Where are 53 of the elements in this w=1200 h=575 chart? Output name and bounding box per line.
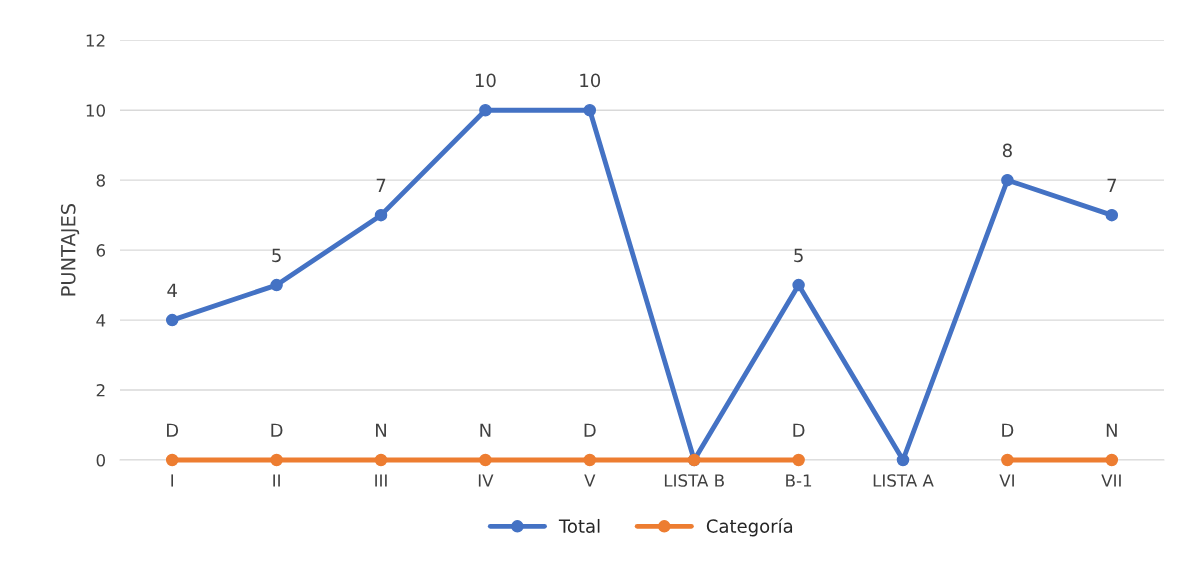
x-tick-label: V — [584, 474, 596, 487]
point — [1105, 208, 1119, 222]
data-label: 5 — [794, 248, 803, 263]
point — [270, 453, 283, 467]
data-label: D — [1002, 423, 1014, 437]
y-tick-label: 12 — [86, 34, 105, 47]
data-label: D — [793, 423, 805, 437]
x-tick-label: III — [375, 474, 387, 487]
x-tick-label: IV — [478, 474, 494, 487]
x-tick-label: LISTA B — [664, 474, 724, 487]
y-tick-label: 2 — [96, 384, 105, 397]
data-label: N — [480, 423, 491, 437]
data-label: N — [376, 423, 386, 437]
x-tick-label: B-1 — [786, 474, 812, 487]
point — [479, 103, 492, 117]
point — [479, 453, 492, 467]
data-label: D — [584, 423, 596, 437]
data-label: 7 — [376, 178, 386, 192]
y-tick-label: 0 — [96, 453, 105, 467]
x-tick-label: VII — [1101, 474, 1121, 487]
data-label: D — [167, 423, 179, 437]
y-tick-label: 6 — [96, 244, 106, 257]
x-tick-label: VI — [999, 474, 1014, 487]
data-label: D — [271, 423, 283, 437]
point — [583, 103, 597, 117]
data-label: N — [1106, 423, 1117, 437]
y-tick-label: 10 — [86, 104, 105, 117]
y-tick-label: 8 — [96, 174, 105, 187]
point — [792, 278, 805, 292]
point — [792, 453, 805, 467]
y-axis-title: PUNTAJES — [60, 203, 80, 296]
point — [270, 278, 283, 292]
legend-label: Categoría — [706, 518, 793, 537]
data-label: 4 — [167, 283, 177, 297]
point — [165, 313, 179, 327]
data-label: 8 — [1002, 143, 1012, 158]
x-tick-label: LISTA A — [873, 474, 934, 487]
point — [1001, 173, 1014, 187]
point — [896, 453, 910, 467]
point — [374, 453, 388, 467]
data-label: 7 — [1107, 178, 1116, 192]
data-label: 10 — [475, 73, 496, 88]
point — [1105, 453, 1119, 467]
point — [583, 453, 597, 467]
legend-label: Total — [558, 518, 600, 533]
data-label: 5 — [272, 248, 281, 263]
point — [165, 453, 179, 467]
y-tick-label: 4 — [96, 314, 106, 327]
x-tick-label: I — [171, 474, 174, 487]
point — [1001, 453, 1014, 467]
x-tick-label: II — [273, 474, 280, 487]
point — [374, 208, 388, 222]
data-label: 10 — [580, 73, 601, 88]
